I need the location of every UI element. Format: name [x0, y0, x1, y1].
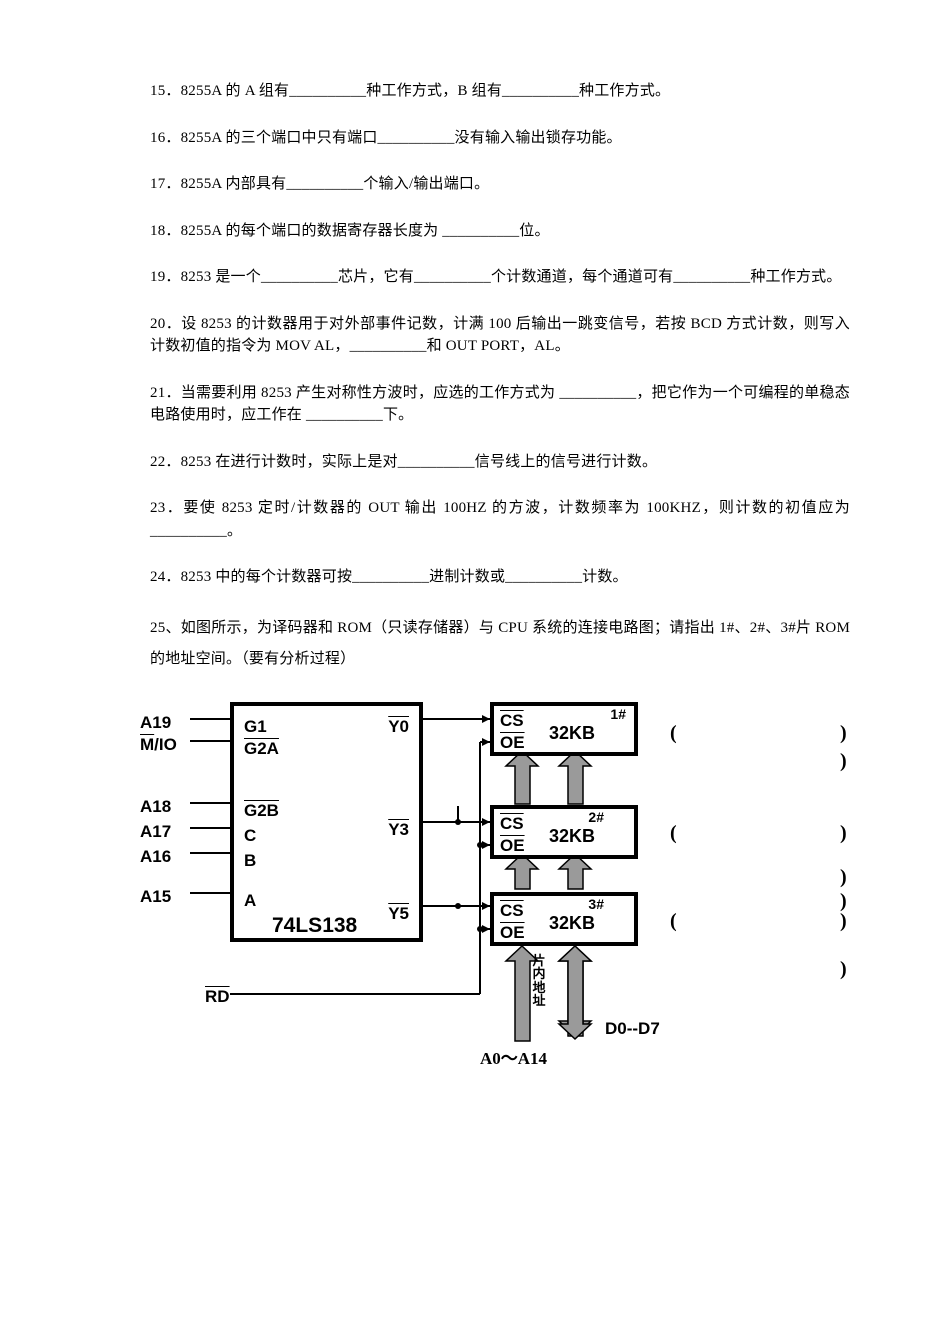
question-19: 19．8253 是一个__________芯片，它有__________个计数通… — [150, 266, 850, 289]
label-a18: A18 — [140, 794, 171, 820]
label-mio: M/IO — [140, 732, 177, 758]
bus-arrow-up-icon — [506, 854, 538, 889]
paren-open: ( — [670, 906, 677, 936]
question-23: 23．要使 8253 定时/计数器的 OUT 输出 100HZ 的方波，计数频率… — [150, 497, 850, 542]
rom-3: CS OE 32KB 3# — [490, 892, 638, 946]
bus-arrow-up-icon — [559, 854, 591, 889]
question-22: 22．8253 在进行计数时，实际上是对__________信号线上的信号进行计… — [150, 451, 850, 474]
question-16: 16．8255A 的三个端口中只有端口__________没有输入输出锁存功能。 — [150, 127, 850, 150]
label-a17: A17 — [140, 819, 171, 845]
label-inner-address-vert: 片内地址 — [532, 954, 546, 1009]
pin-g2a: G2A — [244, 736, 279, 762]
rom-tag-2: 2# — [588, 807, 604, 828]
question-18: 18．8255A 的每个端口的数据寄存器长度为 __________位。 — [150, 220, 850, 243]
rom-tag-1: 1# — [610, 704, 626, 725]
label-a15: A15 — [140, 884, 171, 910]
pin-oe: OE — [500, 730, 525, 756]
question-15: 15．8255A 的 A 组有__________种工作方式，B 组有_____… — [150, 80, 850, 103]
pin-y3: Y3 — [388, 817, 409, 843]
circuit-diagram: A19 M/IO A18 A17 A16 A15 RD G1 G2A G2B C… — [150, 696, 850, 1116]
paren-close: ) — [840, 818, 847, 848]
label-a16: A16 — [140, 844, 171, 870]
rom-tag-3: 3# — [588, 894, 604, 915]
question-20: 20．设 8253 的计数器用于对外部事件记数，计满 100 后输出一跳变信号，… — [150, 313, 850, 358]
pin-oe: OE — [500, 833, 525, 859]
decoder-74ls138: G1 G2A G2B C B A 74LS138 Y0 Y3 Y5 — [230, 702, 423, 942]
chip-name: 74LS138 — [272, 910, 357, 942]
question-17: 17．8255A 内部具有__________个输入/输出端口。 — [150, 173, 850, 196]
label-a0-a14: A0～A14 — [480, 1046, 547, 1072]
pin-c: C — [244, 823, 256, 849]
question-24: 24．8253 中的每个计数器可按__________进制计数或________… — [150, 566, 850, 589]
rom-size: 32KB — [549, 720, 595, 747]
paren-close: ) — [840, 746, 847, 776]
paren-open: ( — [670, 818, 677, 848]
question-21: 21．当需要利用 8253 产生对称性方波时，应选的工作方式为 ________… — [150, 382, 850, 427]
pin-oe: OE — [500, 920, 525, 946]
pin-a: A — [244, 888, 256, 914]
bus-arrow-up-icon — [559, 751, 591, 804]
paren-close: ) — [840, 906, 847, 936]
pin-g2b: G2B — [244, 798, 279, 824]
paren-close: ) — [840, 718, 847, 748]
pin-y5: Y5 — [388, 901, 409, 927]
bus-arrow-up-icon — [506, 751, 538, 804]
rom-1: CS OE 32KB 1# — [490, 702, 638, 756]
bus-arrow-bidir-icon — [559, 946, 591, 1039]
paren-close: ) — [840, 954, 847, 984]
pin-b: B — [244, 848, 256, 874]
paren-open: ( — [670, 718, 677, 748]
label-rd: RD — [205, 984, 230, 1010]
label-d0-d7: D0--D7 — [605, 1016, 660, 1042]
rom-2: CS OE 32KB 2# — [490, 805, 638, 859]
pin-y0: Y0 — [388, 714, 409, 740]
question-25: 25、如图所示，为译码器和 ROM（只读存储器）与 CPU 系统的连接电路图；请… — [150, 613, 850, 676]
